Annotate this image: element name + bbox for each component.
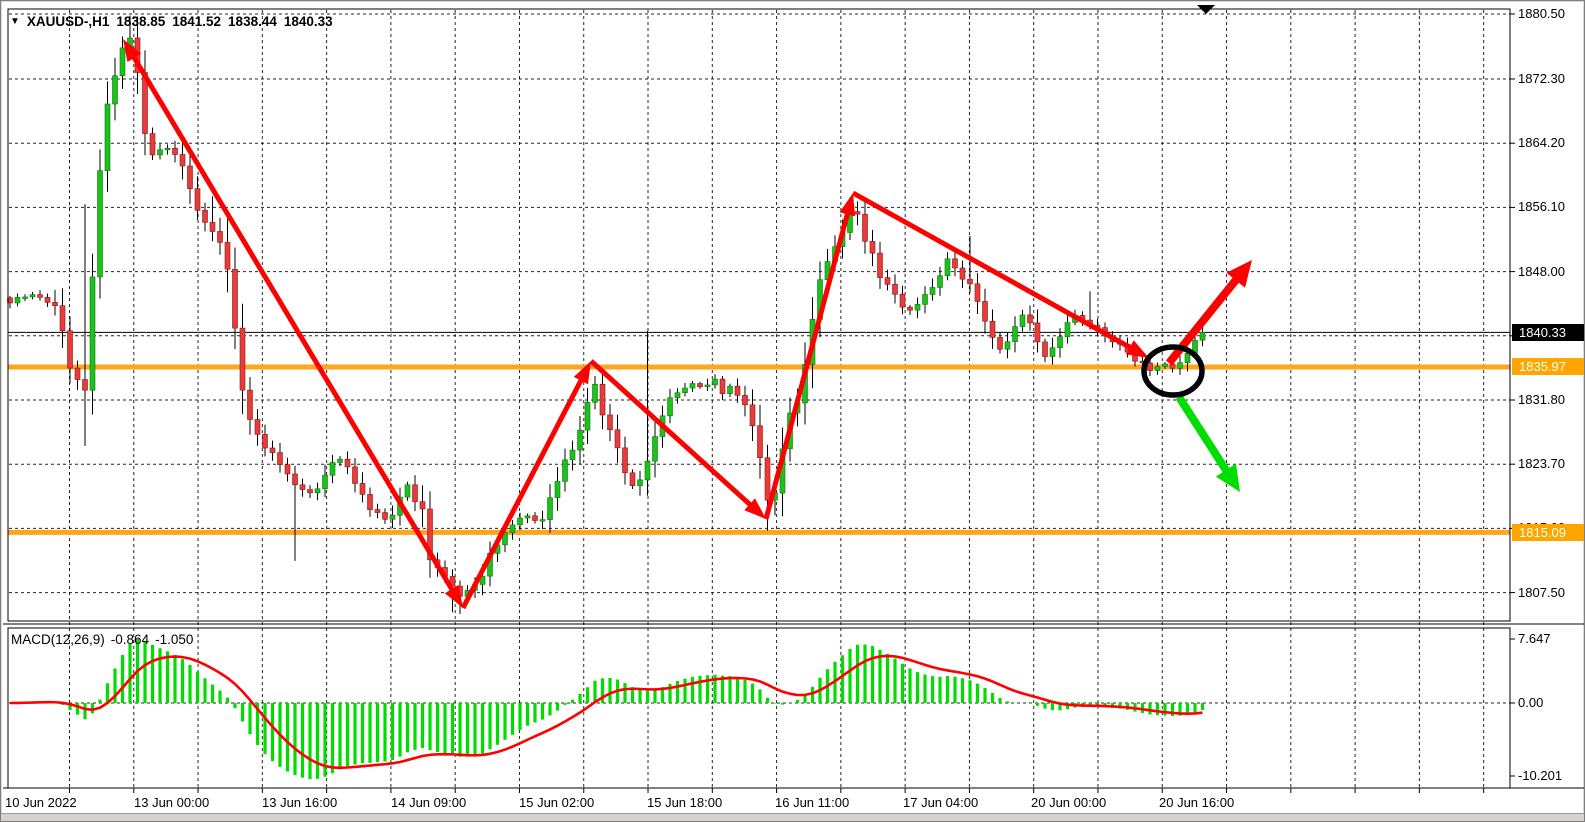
macd-axis-label: 0.00 — [1518, 695, 1544, 710]
price-axis-label: 1880.50 — [1518, 6, 1565, 21]
time-axis-label: 15 Jun 18:00 — [647, 795, 723, 810]
macd-axis-label: -10.201 — [1518, 768, 1563, 783]
ohlc-open: 1838.85 — [116, 14, 166, 29]
time-axis-label: 20 Jun 16:00 — [1159, 795, 1235, 810]
symbol-dropdown-triangle-icon[interactable]: ▼ — [10, 15, 20, 27]
bid-price-badge: 1840.33 — [1512, 323, 1584, 341]
price-axis-label: 1848.00 — [1518, 263, 1565, 279]
ohlc-low: 1838.44 — [228, 14, 277, 29]
time-axis-label: 13 Jun 16:00 — [262, 795, 338, 810]
ohlc-close: 1840.33 — [283, 14, 333, 29]
time-axis-label: 16 Jun 11:00 — [775, 795, 850, 810]
support-level-badge: 1815.09 — [1512, 523, 1584, 541]
macd-signal-value: -1.050 — [155, 632, 194, 647]
time-axis-label: 20 Jun 00:00 — [1031, 795, 1107, 810]
macd-indicator-label: MACD(12,26,9) -0.864 -1.050 — [11, 632, 193, 647]
time-axis-label: 17 Jun 04:00 — [903, 795, 979, 810]
time-axis-label: 13 Jun 00:00 — [134, 795, 210, 810]
price-axis-label: 1823.70 — [1518, 456, 1565, 472]
price-axis-label: 1872.30 — [1518, 70, 1565, 86]
price-axis-label: 1864.20 — [1518, 135, 1565, 151]
price-axis-label: 1856.10 — [1518, 199, 1565, 215]
price-axis-label: 1807.50 — [1518, 584, 1565, 600]
macd-name: MACD(12,26,9) — [11, 632, 105, 647]
time-axis-label: 10 Jun 2022 — [5, 795, 77, 810]
price-axis-label: 1831.80 — [1518, 391, 1565, 407]
resistance-level-badge: 1835.97 — [1512, 358, 1584, 376]
macd-axis-label: 7.647 — [1518, 631, 1551, 646]
macd-main-value: -0.864 — [110, 632, 150, 647]
time-axis-label: 14 Jun 09:00 — [391, 795, 467, 810]
window-bottom-edge — [1, 813, 1584, 821]
chart-title: ▼ XAUUSD-,H1 1838.85 1841.52 1838.44 184… — [10, 14, 333, 29]
time-axis-label: 15 Jun 02:00 — [519, 795, 595, 810]
symbol-timeframe: XAUUSD-,H1 — [26, 14, 110, 29]
ohlc-high: 1841.52 — [172, 14, 222, 29]
